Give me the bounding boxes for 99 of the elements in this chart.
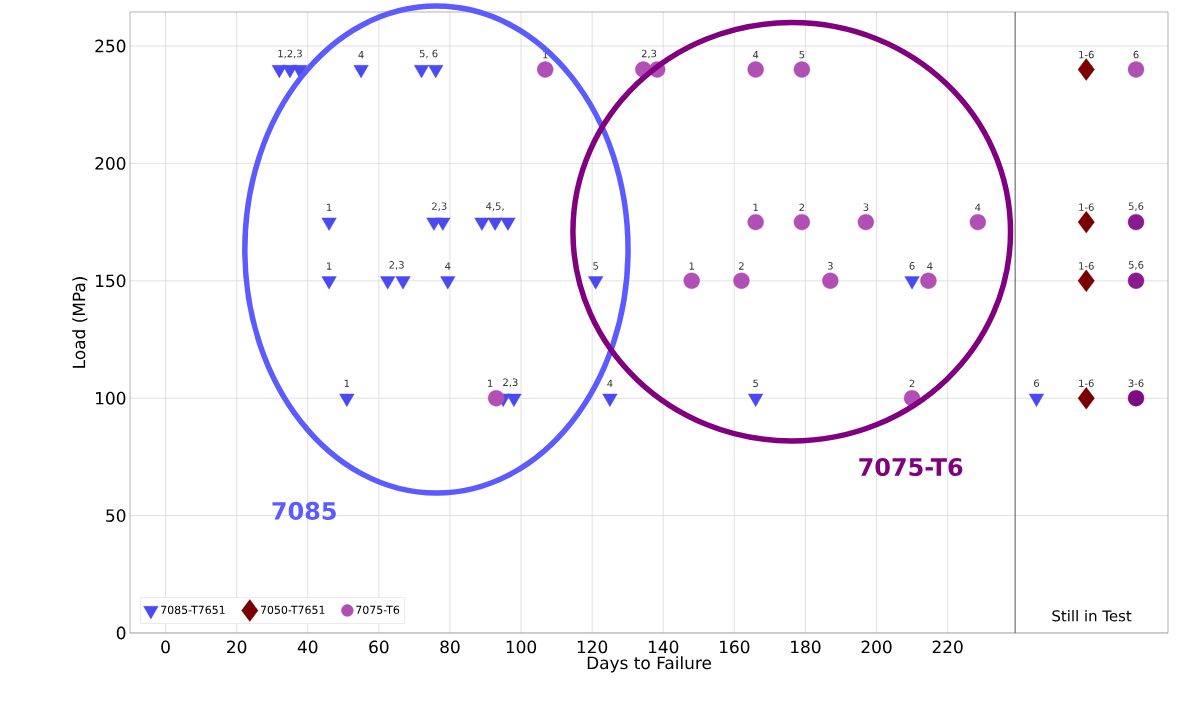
point [1028, 393, 1045, 407]
point [435, 217, 451, 231]
x-axis-title: Days to Failure [587, 656, 711, 673]
x-tick-label: 100 [506, 640, 537, 654]
x-tick-label: 140 [648, 640, 679, 654]
annotation: 1 [488, 379, 493, 388]
point [321, 217, 337, 231]
point [822, 272, 839, 289]
annotation: 2,3 [503, 378, 518, 388]
annotation: 1 [344, 379, 350, 388]
point [487, 217, 503, 231]
point [1127, 213, 1145, 231]
x-tick-label: 220 [932, 640, 963, 654]
annotation: 1 [689, 262, 694, 270]
annotation: 1 [753, 203, 758, 211]
annotation: 5,6 [1128, 202, 1144, 211]
point [380, 276, 396, 290]
point [1127, 390, 1145, 407]
annotation: 6 [1133, 50, 1139, 59]
annotation: 7085 [272, 501, 336, 520]
annotation: 3-6 [1128, 379, 1144, 388]
y-tick-label: 50 [106, 509, 126, 522]
point [339, 393, 355, 407]
x-tick-label: 200 [861, 640, 892, 654]
point [487, 390, 505, 407]
annotation: 1,2,3 [278, 49, 302, 59]
point [1127, 272, 1145, 289]
point [500, 217, 516, 231]
point [683, 272, 700, 289]
annotation: 5 [593, 262, 598, 270]
annotation: 1 [327, 262, 332, 270]
legend-label: 7075-T6 [356, 605, 400, 614]
point [748, 393, 764, 407]
annotation: 5 [799, 50, 805, 59]
x-tick-label: 0 [161, 640, 170, 654]
point [793, 61, 811, 78]
annotation: 4 [445, 262, 451, 270]
annotation: 3 [827, 262, 833, 270]
x-tick-label: 60 [369, 640, 389, 654]
annotation: 1-6 [1079, 262, 1094, 270]
point [1077, 210, 1095, 234]
point [747, 213, 764, 231]
point [395, 276, 411, 290]
annotation: 3 [863, 203, 869, 211]
annotation: 7075-T6 [859, 457, 963, 477]
y-tick-label: 100 [96, 391, 126, 405]
y-tick-label: 150 [96, 274, 126, 288]
point [537, 61, 554, 78]
point [1127, 61, 1145, 78]
y-tick-label: 200 [95, 157, 126, 170]
point [747, 61, 764, 78]
legend-label: 7050-T7651 [260, 605, 325, 614]
y-tick-label: 250 [95, 39, 126, 53]
point [1077, 58, 1095, 81]
point [474, 217, 490, 231]
annotation: 5 [753, 379, 758, 388]
legend-label: 7085-T7651 [161, 605, 225, 614]
x-tick-label: 180 [791, 640, 821, 654]
annotation: 5, 6 [419, 49, 438, 59]
x-tick-label: 40 [297, 640, 318, 654]
annotation: 2,3 [641, 49, 657, 59]
point [1077, 269, 1095, 292]
annotation: 1-6 [1079, 379, 1094, 388]
annotation: 1 [327, 203, 332, 211]
point [857, 213, 875, 231]
annotation: 4 [607, 379, 613, 388]
x-tick-label: 160 [720, 640, 750, 654]
annotation: 2 [909, 379, 915, 388]
point [1077, 387, 1095, 410]
annotation: 5,6 [1128, 261, 1144, 270]
annotation: 1-6 [1079, 203, 1094, 211]
annotation: 4 [975, 203, 981, 211]
ref-line-label: Still in Test [1052, 609, 1132, 622]
annotation: 6 [909, 262, 915, 270]
point [904, 276, 920, 290]
annotation: 6 [1034, 379, 1040, 388]
y-tick-label: 0 [116, 626, 126, 640]
annotation: 2 [799, 203, 805, 211]
x-tick-label: 120 [577, 640, 608, 654]
x-tick-label: 20 [227, 640, 247, 654]
point [440, 276, 456, 290]
x-tick-label: 80 [440, 640, 460, 654]
point [602, 393, 618, 407]
y-axis-title: Load (MPa) [72, 277, 88, 368]
annotation: 4 [358, 51, 364, 59]
point [321, 276, 337, 290]
annotation: 4,5, [486, 202, 504, 211]
annotation: 2 [739, 262, 744, 270]
point [969, 213, 986, 231]
point [506, 393, 522, 407]
annotation: 4 [927, 262, 933, 270]
point [733, 272, 750, 289]
point [920, 272, 937, 289]
point [588, 276, 604, 290]
annotation: 2,3 [432, 202, 447, 211]
annotation: 1-6 [1079, 50, 1094, 59]
annotation: 2,3 [389, 261, 404, 270]
annotation: 4 [752, 51, 759, 59]
point [793, 213, 811, 231]
